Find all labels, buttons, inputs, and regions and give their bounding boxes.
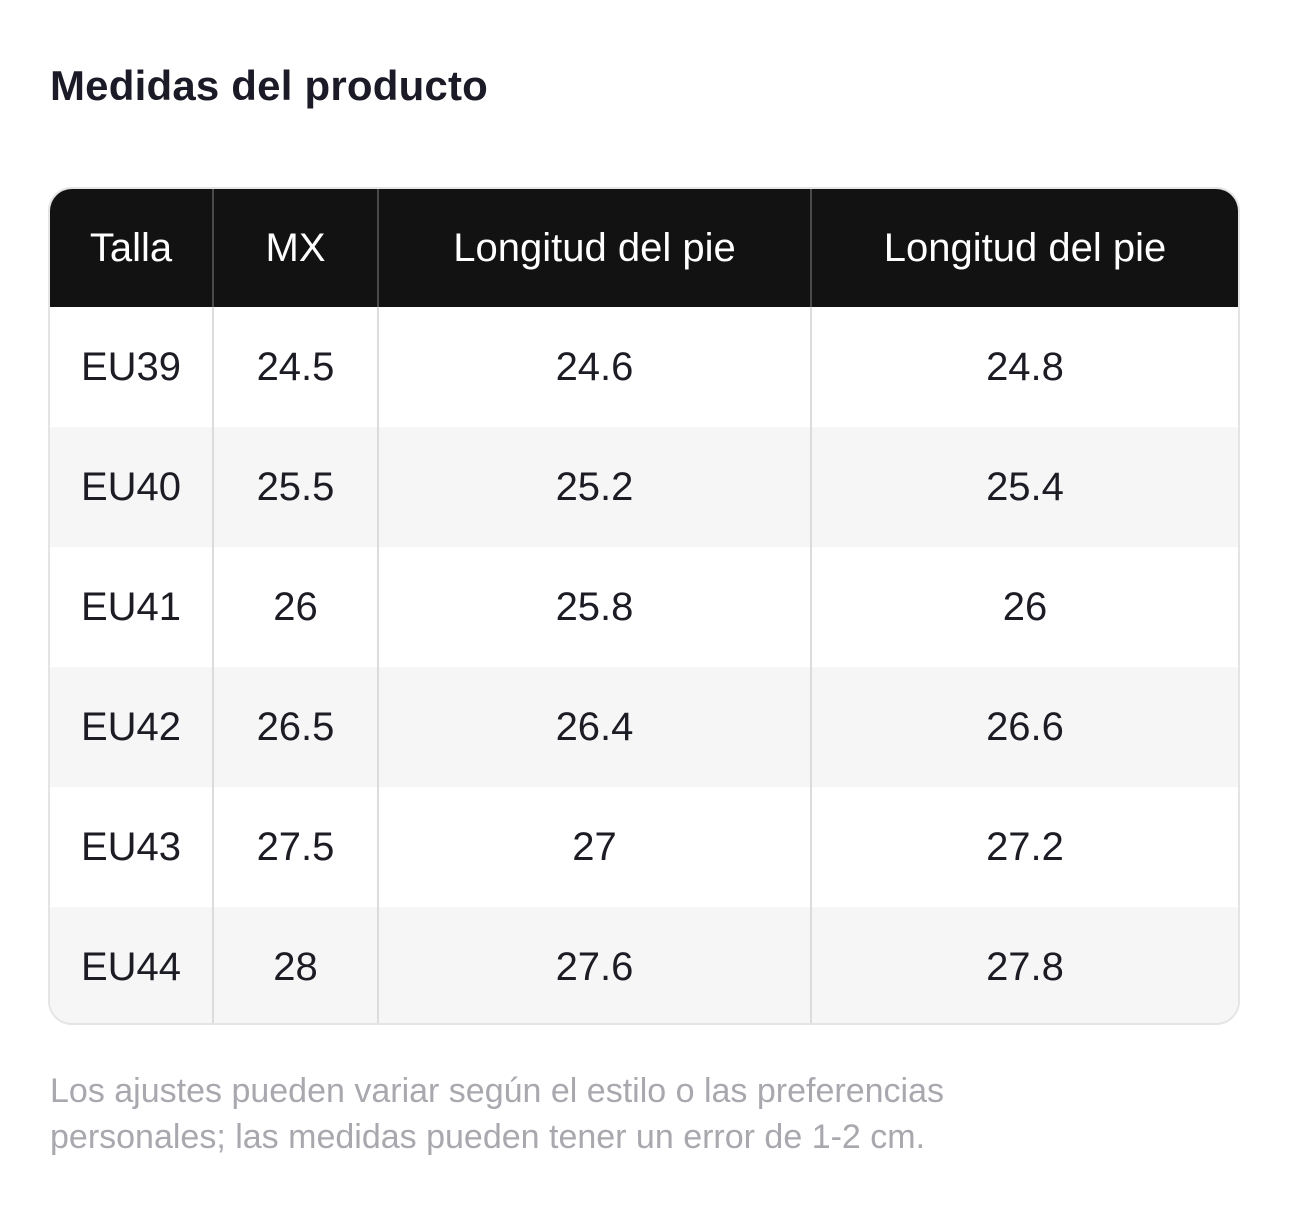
table-header-row: Talla MX Longitud del pie Longitud del p… [50, 189, 1238, 307]
cell-foot-length-2: 24.8 [810, 307, 1238, 427]
cell-talla: EU43 [50, 787, 213, 907]
table-row: EU39 24.5 24.6 24.8 [50, 307, 1238, 427]
cell-foot-length-2: 25.4 [810, 427, 1238, 547]
cell-mx: 24.5 [212, 307, 378, 427]
size-chart-card: Talla MX Longitud del pie Longitud del p… [48, 187, 1240, 1025]
cell-foot-length-1: 25.8 [377, 547, 811, 667]
cell-talla: EU44 [50, 907, 213, 1023]
cell-foot-length-2: 26.6 [810, 667, 1238, 787]
cell-mx: 26.5 [212, 667, 378, 787]
cell-foot-length-1: 24.6 [377, 307, 811, 427]
cell-foot-length-2: 27.2 [810, 787, 1238, 907]
cell-foot-length-2: 27.8 [810, 907, 1238, 1023]
header-talla: Talla [50, 189, 213, 307]
header-mx: MX [212, 189, 378, 307]
cell-mx: 27.5 [212, 787, 378, 907]
cell-foot-length-2: 26 [810, 547, 1238, 667]
cell-foot-length-1: 26.4 [377, 667, 811, 787]
cell-mx: 25.5 [212, 427, 378, 547]
cell-foot-length-1: 25.2 [377, 427, 811, 547]
cell-talla: EU42 [50, 667, 213, 787]
table-row: EU40 25.5 25.2 25.4 [50, 427, 1238, 547]
cell-mx: 26 [212, 547, 378, 667]
cell-mx: 28 [212, 907, 378, 1023]
cell-foot-length-1: 27.6 [377, 907, 811, 1023]
cell-talla: EU41 [50, 547, 213, 667]
cell-foot-length-1: 27 [377, 787, 811, 907]
header-foot-length-2: Longitud del pie [810, 189, 1238, 307]
cell-talla: EU40 [50, 427, 213, 547]
cell-talla: EU39 [50, 307, 213, 427]
fit-disclaimer: Los ajustes pueden variar según el estil… [50, 1072, 944, 1156]
table-row: EU44 28 27.6 27.8 [50, 907, 1238, 1023]
table-row: EU42 26.5 26.4 26.6 [50, 667, 1238, 787]
header-foot-length-1: Longitud del pie [377, 189, 811, 307]
table-row: EU43 27.5 27 27.2 [50, 787, 1238, 907]
size-chart-table: Talla MX Longitud del pie Longitud del p… [50, 189, 1238, 1023]
page-title: Medidas del producto [50, 62, 489, 109]
table-row: EU41 26 25.8 26 [50, 547, 1238, 667]
